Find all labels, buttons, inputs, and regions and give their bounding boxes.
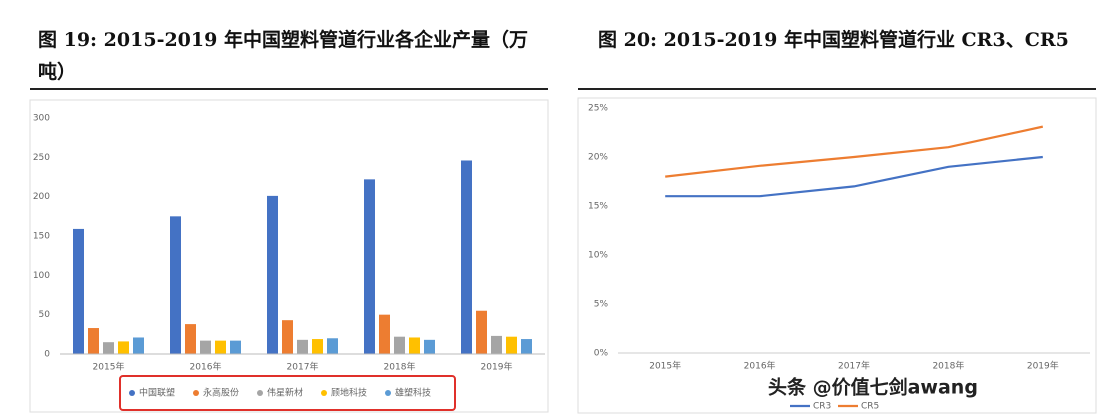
legend-label: CR5 [861, 402, 879, 412]
bar [424, 339, 435, 354]
chart-title: 图 20: 2015-2019 年中国塑料管道行业 CR3、CR5 [598, 29, 1069, 51]
bar [379, 314, 390, 354]
x-tick-label: 2019年 [1027, 360, 1059, 372]
y-tick-label: 5% [594, 300, 609, 310]
y-tick-label: 0 [44, 350, 50, 360]
y-tick-label: 0% [594, 349, 609, 359]
bar [491, 335, 502, 354]
x-tick-label: 2019年 [481, 361, 513, 373]
legend-marker [385, 390, 391, 396]
bar [215, 340, 226, 354]
y-tick-label: 10% [588, 251, 608, 261]
watermark: 头条 @价值七剑awang [768, 376, 978, 399]
chart-frame [29, 99, 549, 413]
line-series [665, 125, 1044, 178]
legend-marker [257, 390, 263, 396]
y-tick-label: 25% [588, 104, 608, 114]
x-tick-label: 2015年 [649, 360, 681, 372]
legend-marker [129, 390, 135, 396]
legend-label: 中国联塑 [139, 387, 175, 399]
x-tick-label: 2016年 [744, 360, 776, 372]
y-tick-label: 200 [33, 192, 50, 202]
bar [327, 338, 338, 354]
bar [312, 339, 323, 354]
legend-marker [193, 390, 199, 396]
y-tick-label: 20% [588, 153, 608, 163]
chart-frame [577, 97, 1097, 414]
x-tick-label: 2016年 [190, 361, 222, 373]
bar [185, 324, 196, 354]
legend-label: 伟星新材 [267, 387, 303, 399]
y-tick-label: 150 [33, 232, 50, 242]
y-tick-label: 100 [33, 271, 50, 281]
bar [103, 342, 114, 354]
bar [506, 336, 517, 354]
bar [409, 337, 420, 354]
bar [297, 339, 308, 354]
bar [133, 337, 144, 354]
bar [230, 340, 241, 354]
x-tick-label: 2017年 [838, 360, 870, 372]
bar [282, 320, 293, 354]
legend-label: 雄塑科技 [395, 387, 431, 399]
x-tick-label: 2018年 [932, 360, 964, 372]
x-tick-label: 2017年 [287, 361, 319, 373]
legend-label: CR3 [813, 402, 831, 412]
bar [394, 336, 405, 354]
chart-title: 图 19: 2015-2019 年中国塑料管道行业各企业产量（万吨） [38, 29, 528, 83]
bar [118, 341, 129, 354]
legend-marker [321, 390, 327, 396]
legend-label: 永高股份 [203, 387, 239, 399]
y-tick-label: 250 [33, 153, 50, 163]
x-tick-label: 2018年 [384, 361, 416, 373]
bar [88, 328, 99, 354]
bar [170, 216, 181, 354]
y-tick-label: 15% [588, 202, 608, 212]
bar [476, 310, 487, 354]
y-tick-label: 50 [39, 310, 51, 320]
legend-label: 顾地科技 [331, 387, 367, 399]
bar [73, 228, 84, 354]
x-tick-label: 2015年 [93, 361, 125, 373]
y-tick-label: 300 [33, 114, 50, 124]
bar [521, 339, 532, 354]
bar [200, 340, 211, 354]
bar [267, 195, 278, 354]
line-series [665, 155, 1043, 198]
bar [364, 179, 375, 354]
bar [461, 160, 472, 354]
legend-highlight [119, 375, 456, 411]
